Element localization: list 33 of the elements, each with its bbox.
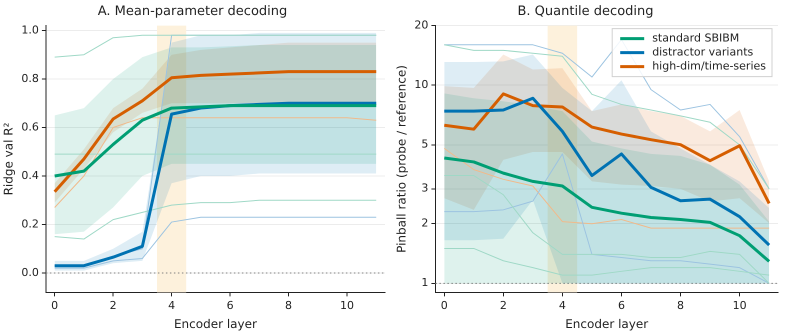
x-axis-title: Encoder layer bbox=[565, 316, 648, 331]
legend-label: high-dim/time-series bbox=[652, 59, 766, 72]
x-tick-label: 6 bbox=[226, 298, 234, 312]
x-tick-label: 0 bbox=[440, 298, 448, 312]
x-tick-label: 10 bbox=[732, 298, 747, 312]
y-axis-title: Ridge val R² bbox=[1, 122, 16, 196]
y-tick-label: 0.6 bbox=[21, 120, 39, 134]
y-tick-label: 20 bbox=[414, 18, 428, 32]
x-tick-label: 2 bbox=[500, 298, 507, 312]
x-tick-label: 8 bbox=[677, 298, 684, 312]
chart-title: A. Mean-parameter decoding bbox=[98, 4, 288, 20]
x-tick-label: 0 bbox=[51, 298, 58, 312]
y-tick-label: 1 bbox=[421, 276, 428, 290]
x-tick-label: 4 bbox=[168, 298, 176, 312]
x-tick-label: 4 bbox=[558, 298, 566, 312]
y-tick-label: 2 bbox=[421, 216, 428, 230]
x-tick-label: 6 bbox=[618, 298, 625, 312]
x-tick-label: 8 bbox=[285, 298, 292, 312]
y-tick-label: 0.2 bbox=[21, 217, 39, 230]
y-axis-title: Pinball ratio (probe / reference) bbox=[394, 65, 408, 253]
x-tick-label: 2 bbox=[110, 298, 117, 312]
chart-title: B. Quantile decoding bbox=[517, 4, 654, 20]
y-tick-label: 0.4 bbox=[21, 168, 39, 182]
legend-label: distractor variants bbox=[652, 45, 754, 58]
x-axis-title: Encoder layer bbox=[174, 316, 257, 331]
y-tick-label: 3 bbox=[421, 182, 428, 195]
y-tick-label: 0.0 bbox=[21, 266, 39, 279]
y-tick-label: 5 bbox=[421, 138, 428, 151]
y-tick-label: 1.0 bbox=[21, 23, 39, 36]
y-tick-label: 0.8 bbox=[21, 72, 39, 85]
x-tick-label: 10 bbox=[340, 298, 354, 312]
legend-label: standard SBIBM bbox=[652, 31, 740, 44]
y-tick-label: 10 bbox=[414, 78, 428, 92]
